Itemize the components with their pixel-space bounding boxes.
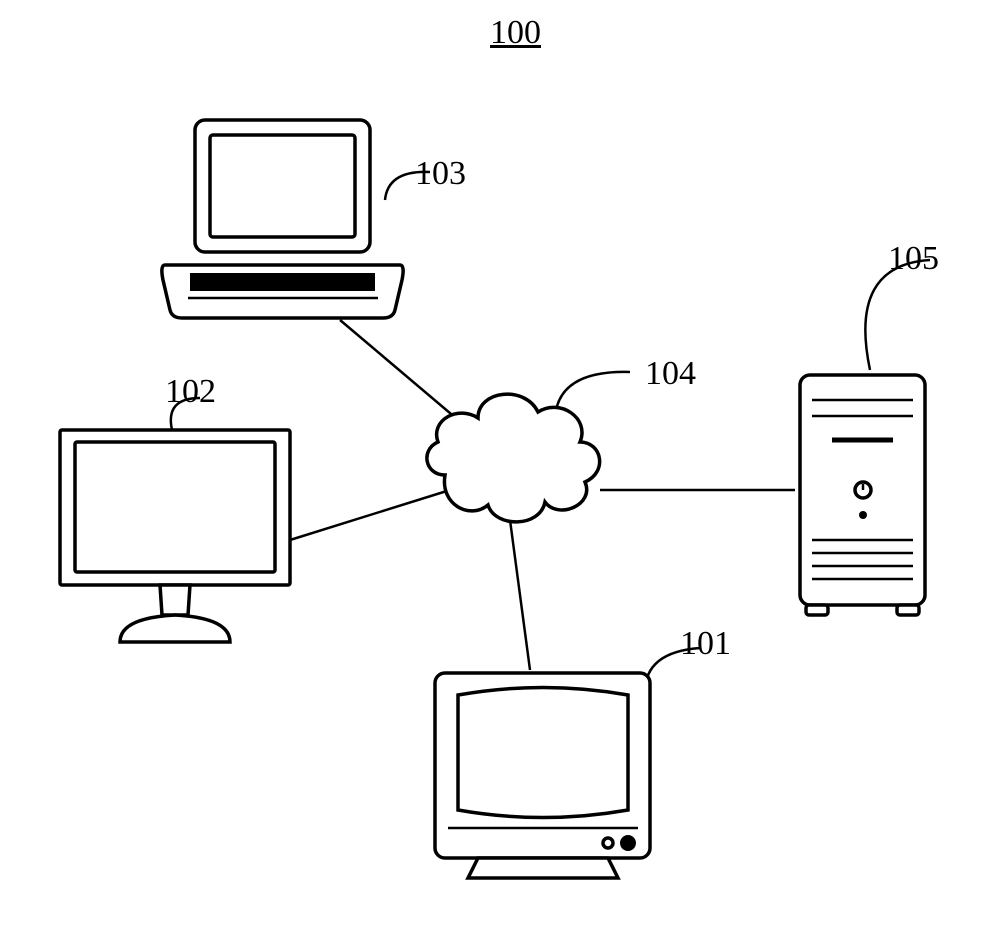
label-laptop: 103	[415, 155, 466, 193]
label-crt: 101	[680, 625, 731, 663]
diagram-canvas: 100	[0, 0, 1000, 925]
label-cloud: 104	[645, 355, 696, 393]
laptop-icon	[162, 120, 403, 318]
cloud-icon	[427, 394, 600, 522]
diagram-svg	[0, 0, 1000, 925]
label-flat: 102	[165, 373, 216, 411]
figure-title: 100	[490, 14, 541, 52]
edge-flat-cloud	[290, 490, 450, 540]
flat-monitor-icon	[60, 430, 290, 642]
server-tower-icon	[800, 375, 925, 615]
label-server: 105	[888, 240, 939, 278]
edge-crt-cloud	[510, 520, 530, 670]
crt-monitor-icon	[435, 673, 650, 878]
